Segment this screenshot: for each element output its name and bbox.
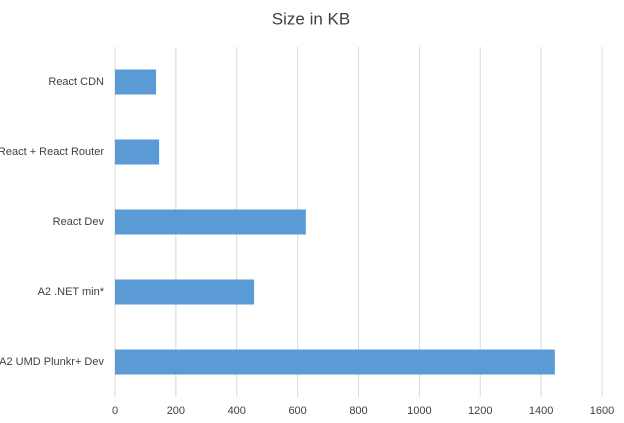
x-tick-label: 1000 bbox=[407, 405, 431, 417]
bar bbox=[115, 209, 306, 235]
y-tick-label: A2 .NET min* bbox=[38, 286, 105, 298]
bar bbox=[115, 279, 255, 305]
y-tick-label: A2 UMD Plunkr+ Dev bbox=[0, 356, 104, 368]
y-tick-label: React + React Router bbox=[0, 146, 104, 158]
x-tick-label: 1400 bbox=[529, 405, 553, 417]
x-tick-label: 0 bbox=[112, 405, 118, 417]
bar bbox=[115, 69, 157, 95]
x-tick-label: 200 bbox=[167, 405, 185, 417]
bar bbox=[115, 349, 555, 375]
y-tick-label: React CDN bbox=[48, 76, 104, 88]
x-tick-label: 600 bbox=[288, 405, 306, 417]
x-tick-label: 1600 bbox=[590, 405, 614, 417]
x-tick-label: 400 bbox=[228, 405, 246, 417]
x-tick-label: 800 bbox=[349, 405, 367, 417]
x-tick-label: 1200 bbox=[468, 405, 492, 417]
y-tick-label: React Dev bbox=[53, 216, 105, 228]
chart-title: Size in KB bbox=[272, 9, 350, 28]
bar bbox=[115, 139, 160, 165]
